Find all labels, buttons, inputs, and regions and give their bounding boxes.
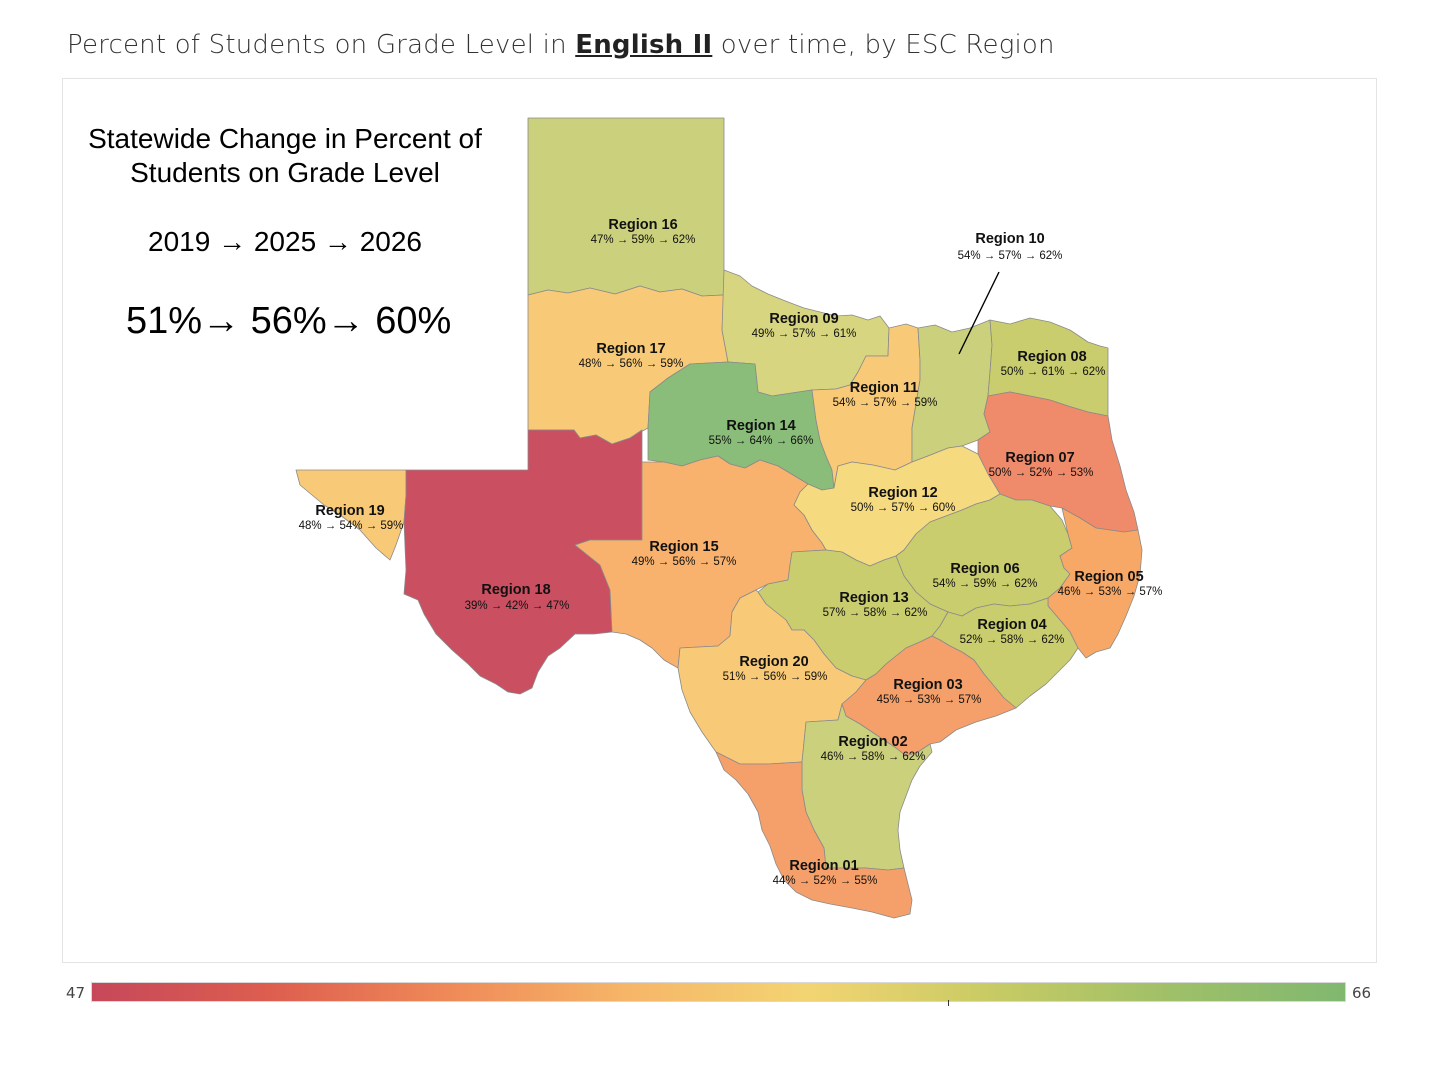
region-labels: Region 16 47% → 59% → 62% Region 17 48% …: [299, 217, 1163, 887]
region-01-shape[interactable]: [715, 751, 913, 919]
region-12-label: Region 12: [868, 485, 937, 501]
region-11-values: 54% → 57% → 59%: [833, 397, 938, 409]
region-11-label: Region 11: [850, 380, 919, 396]
region-10-values: 54% → 57% → 62%: [958, 250, 1063, 262]
page-title: Percent of Students on Grade Level in En…: [67, 30, 1055, 60]
region-07-label: Region 07: [1005, 450, 1074, 466]
region-03-values: 45% → 53% → 57%: [877, 694, 982, 706]
legend-midpoint-tick: [948, 1000, 949, 1006]
region-20-shape[interactable]: [677, 589, 867, 765]
summary-years: 2019 → 2025 → 2026: [148, 226, 422, 257]
region-19-values: 48% → 54% → 59%: [299, 520, 404, 532]
map-frame: [62, 78, 1377, 963]
region-19-label: Region 19: [315, 503, 384, 519]
region-12-values: 50% → 57% → 60%: [851, 502, 956, 514]
summary-heading: Statewide Change in Percent of Students …: [88, 123, 482, 188]
region-06-values: 54% → 59% → 62%: [933, 578, 1038, 590]
region-16-shape[interactable]: [527, 117, 725, 297]
region-09-label: Region 09: [769, 311, 838, 327]
region-01-label: Region 01: [789, 858, 858, 874]
region-18-values: 39% → 42% → 47%: [465, 600, 570, 612]
legend-max-label: 66: [1352, 984, 1372, 1002]
region-15-label: Region 15: [649, 539, 718, 555]
legend-min-label: 47: [66, 984, 86, 1002]
region-14-label: Region 14: [726, 418, 795, 434]
region-17-label: Region 17: [596, 341, 665, 357]
region-09-values: 49% → 57% → 61%: [752, 328, 857, 340]
region-10-label: Region 10: [975, 231, 1044, 247]
title-prefix: Percent of Students on Grade Level in: [67, 30, 576, 60]
region-04-values: 52% → 58% → 62%: [960, 634, 1065, 646]
region-16-label: Region 16: [608, 217, 677, 233]
region-10-leader-line: [958, 271, 1000, 355]
region-20-label: Region 20: [739, 654, 808, 670]
region-18-shape[interactable]: [403, 429, 643, 695]
region-15-values: 49% → 56% → 57%: [632, 556, 737, 568]
region-07-values: 50% → 52% → 53%: [989, 467, 1094, 479]
summary-values: 51%→ 56%→ 60%: [126, 300, 452, 342]
region-20-values: 51% → 56% → 59%: [723, 671, 828, 683]
title-suffix: over time, by ESC Region: [712, 30, 1055, 60]
statewide-summary: Statewide Change in Percent of Students …: [80, 122, 490, 343]
region-18-label: Region 18: [481, 582, 550, 598]
region-14-values: 55% → 64% → 66%: [709, 435, 814, 447]
region-16-values: 47% → 59% → 62%: [591, 234, 696, 246]
region-03-label: Region 03: [893, 677, 962, 693]
region-05-label: Region 05: [1074, 569, 1143, 585]
region-08-values: 50% → 61% → 62%: [1001, 366, 1106, 378]
color-scale-legend[interactable]: [91, 982, 1346, 1002]
region-02-label: Region 02: [838, 734, 907, 750]
region-08-label: Region 08: [1017, 349, 1086, 365]
subject-link[interactable]: English II: [575, 30, 713, 60]
region-05-values: 46% → 53% → 57%: [1058, 586, 1163, 598]
region-02-values: 46% → 58% → 62%: [821, 751, 926, 763]
region-17-values: 48% → 56% → 59%: [579, 358, 684, 370]
region-13-label: Region 13: [839, 590, 908, 606]
region-13-values: 57% → 58% → 62%: [823, 607, 928, 619]
region-06-label: Region 06: [950, 561, 1019, 577]
region-04-label: Region 04: [977, 617, 1046, 633]
region-01-values: 44% → 52% → 55%: [773, 875, 878, 887]
region-05-shape[interactable]: [1047, 507, 1143, 659]
